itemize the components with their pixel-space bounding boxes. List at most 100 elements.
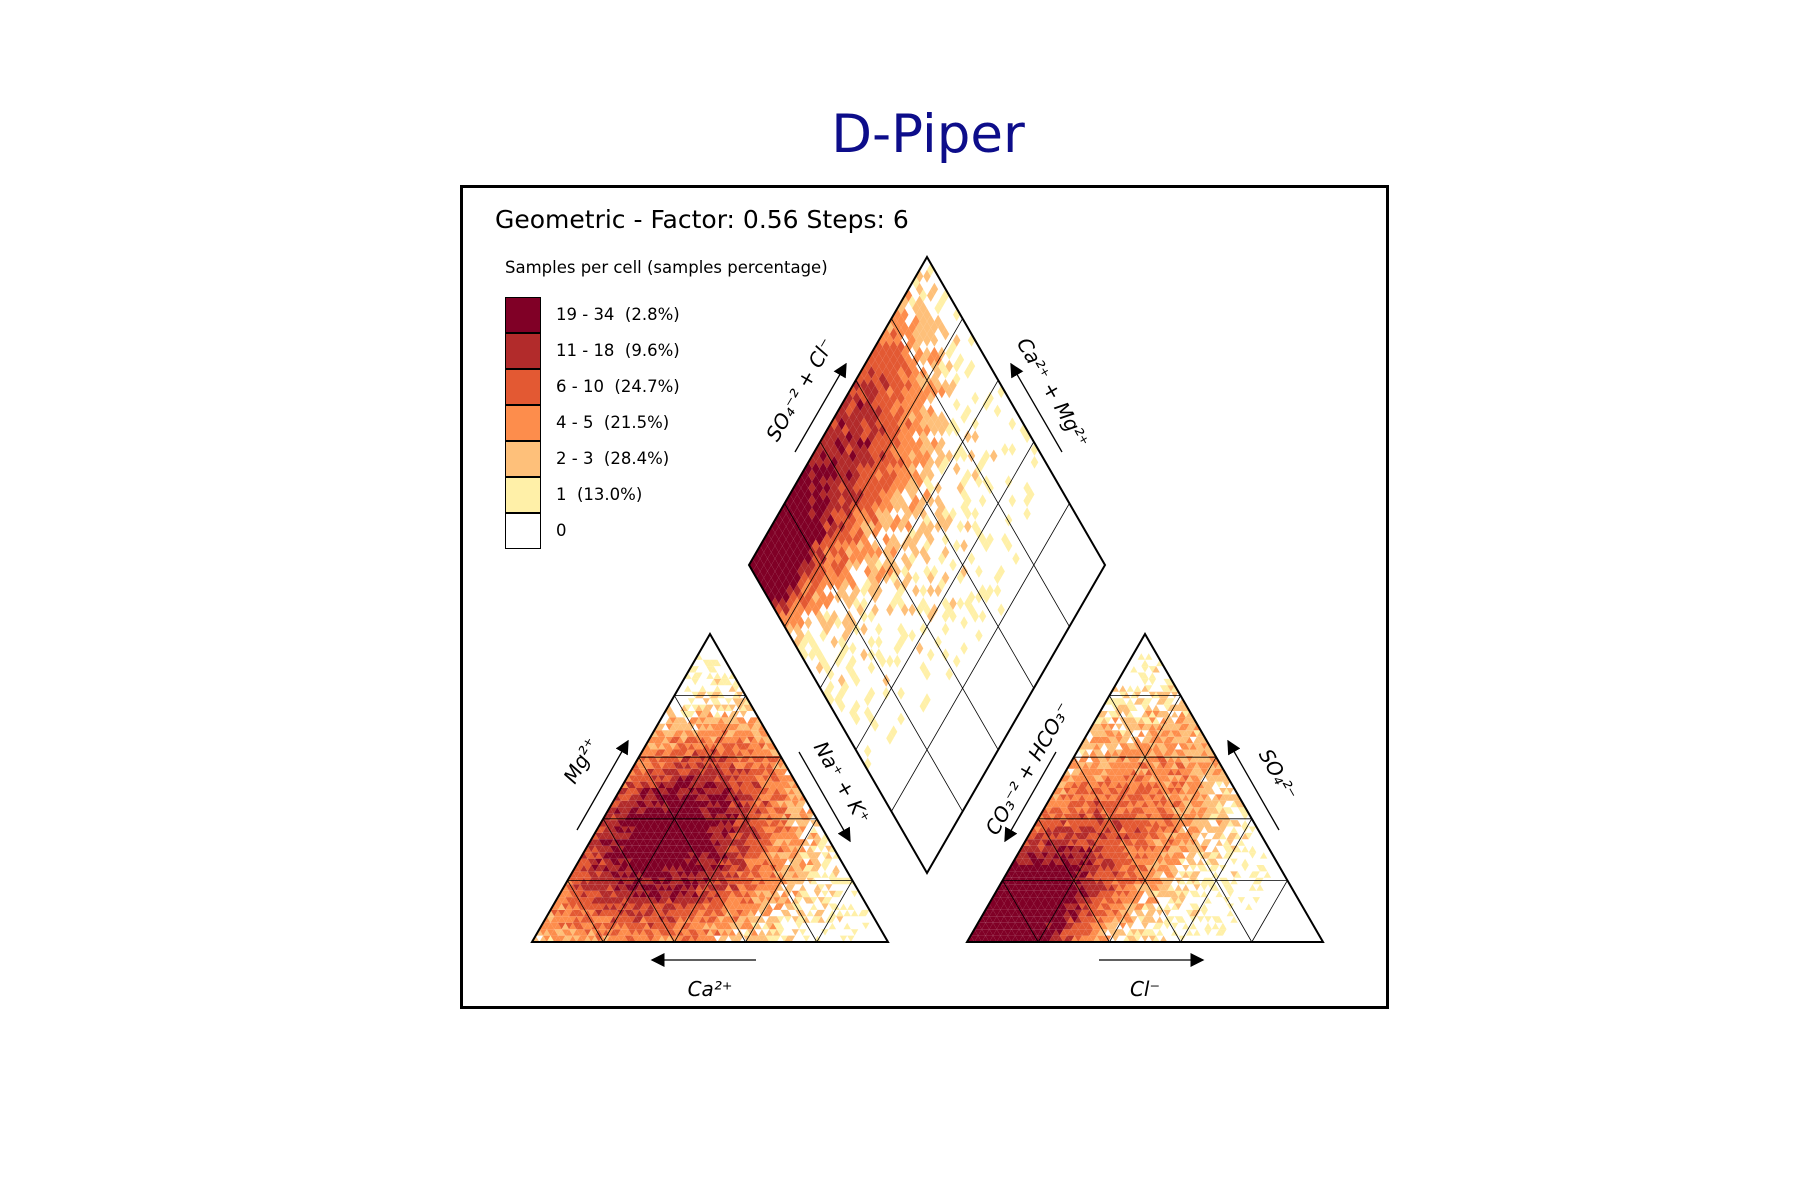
density-cell — [754, 839, 762, 846]
density-cell — [1096, 935, 1105, 942]
density-cell — [732, 807, 740, 814]
density-cell — [773, 820, 781, 827]
density-cell — [1148, 935, 1157, 942]
density-cell — [1163, 884, 1171, 891]
density-cell — [628, 922, 636, 930]
density-cell — [1189, 890, 1197, 898]
density-cell — [1104, 800, 1112, 808]
density-cell — [830, 520, 838, 533]
density-cell — [953, 449, 961, 463]
density-cell — [632, 852, 640, 859]
density-cell — [802, 865, 811, 872]
density-cell — [721, 916, 729, 923]
density-cell — [1048, 820, 1056, 827]
density-cell — [784, 877, 792, 885]
density-cell — [576, 865, 584, 872]
density-cell — [793, 635, 801, 649]
density-cell — [609, 884, 618, 891]
density-cell — [912, 532, 920, 546]
density-cell — [845, 443, 853, 456]
density-cell — [806, 909, 814, 917]
density-cell — [1052, 884, 1060, 891]
density-cell — [784, 781, 792, 788]
density-cell — [583, 897, 592, 904]
density-cell — [802, 839, 811, 846]
density-cell — [1044, 897, 1053, 904]
density-cell — [1067, 897, 1075, 904]
density-cell — [1141, 736, 1149, 744]
density-cell — [1107, 839, 1116, 846]
density-cell — [706, 858, 714, 865]
density-cell — [750, 749, 759, 756]
density-cell — [606, 865, 614, 872]
density-cell — [1163, 832, 1171, 840]
density-cell — [698, 884, 707, 891]
density-cell — [1012, 552, 1020, 565]
density-cell — [1067, 922, 1075, 930]
density-cell — [1185, 768, 1194, 776]
density-cell — [804, 565, 812, 578]
density-cell — [672, 903, 681, 910]
density-cell — [736, 749, 744, 756]
density-cell — [793, 558, 801, 572]
density-cell — [580, 871, 588, 878]
density-cell — [1074, 781, 1082, 788]
density-cell — [893, 462, 901, 476]
density-cell — [576, 929, 584, 936]
density-cell — [780, 839, 788, 846]
density-cell — [1219, 929, 1227, 936]
density-cell — [613, 916, 621, 923]
density-cell — [1078, 775, 1086, 782]
density-cell — [635, 807, 644, 814]
density-cell — [1119, 743, 1127, 750]
grid-line — [784, 318, 963, 627]
density-cell — [672, 845, 681, 853]
density-cell — [561, 929, 570, 936]
density-cell — [1030, 865, 1038, 872]
density-cell — [736, 897, 744, 904]
density-cell — [812, 565, 820, 578]
density-cell — [856, 552, 864, 565]
density-cell — [565, 929, 573, 936]
density-cell — [1159, 723, 1168, 731]
density-cell — [1008, 443, 1016, 456]
density-cell — [1130, 852, 1138, 859]
density-cell — [687, 698, 696, 705]
density-cell — [1115, 755, 1123, 763]
density-cell — [739, 922, 748, 930]
density-cell — [736, 909, 744, 917]
density-cell — [706, 935, 714, 942]
density-cell — [572, 916, 581, 923]
density-cell — [1037, 865, 1045, 872]
density-cell — [1133, 788, 1142, 795]
density-cell — [621, 826, 629, 833]
density-cell — [812, 526, 820, 540]
density-cell — [702, 762, 710, 769]
density-cell — [743, 884, 751, 891]
density-cell — [773, 877, 781, 885]
density-cell — [1141, 929, 1149, 936]
density-cell — [691, 762, 699, 769]
density-cell — [710, 826, 718, 833]
density-cell — [1115, 839, 1123, 846]
density-cell — [1171, 839, 1179, 846]
density-cell — [1018, 903, 1027, 910]
density-cell — [1156, 800, 1164, 808]
density-cell — [956, 520, 965, 533]
density-cell — [1222, 794, 1231, 801]
density-cell — [915, 321, 924, 334]
density-cell — [912, 314, 920, 328]
density-cell — [1070, 890, 1079, 898]
density-cell — [1122, 897, 1131, 904]
density-cell — [1182, 755, 1190, 763]
density-cell — [1137, 852, 1145, 859]
density-cell — [856, 462, 864, 476]
density-cell — [960, 642, 968, 655]
density-cell — [1037, 884, 1045, 891]
density-cell — [1141, 839, 1149, 846]
density-cell — [990, 449, 998, 463]
density-cell — [1167, 890, 1175, 898]
density-cell — [970, 935, 979, 942]
so4cl-axis-arrow — [794, 362, 847, 453]
density-cell — [1119, 865, 1127, 872]
